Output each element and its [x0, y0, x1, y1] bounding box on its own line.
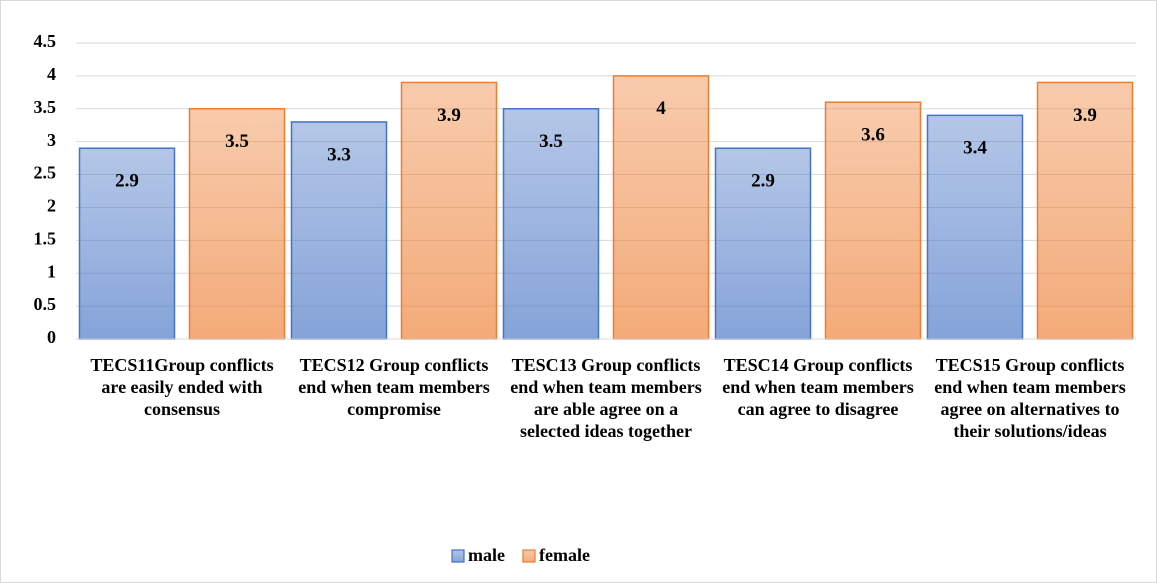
y-tick-label: 1 [47, 261, 56, 281]
bar [1036, 81, 1134, 340]
value-label: 3.6 [861, 125, 885, 146]
value-label: 2.9 [751, 171, 775, 192]
bar [400, 81, 498, 340]
bar [78, 147, 176, 340]
y-tick-label: 2 [47, 196, 56, 216]
value-label: 4 [656, 98, 666, 119]
y-tick-label: 1.5 [34, 228, 57, 248]
value-label: 3.5 [225, 131, 249, 152]
bar [612, 75, 710, 340]
bar [926, 114, 1024, 340]
y-tick-label: 2.5 [34, 163, 57, 183]
legend-label: female [539, 545, 590, 565]
legend-label: male [468, 545, 505, 565]
bar [290, 121, 388, 340]
y-tick-label: 4 [47, 64, 56, 84]
value-label: 3.5 [539, 131, 563, 152]
value-label: 3.3 [327, 144, 351, 165]
y-tick-label: 3 [47, 130, 56, 150]
legend-swatch [522, 549, 536, 563]
x-tick-label: TESC13 Group conflicts end when team mem… [510, 355, 702, 441]
x-tick-label: TECS11Group conflicts are easily ended w… [90, 355, 274, 419]
bar [502, 108, 600, 340]
bar [824, 101, 922, 340]
value-label: 2.9 [115, 171, 139, 192]
bar [714, 147, 812, 340]
x-tick-label: TECS12 Group conflicts end when team mem… [298, 355, 490, 419]
legend-swatch [451, 549, 465, 563]
value-label: 3.9 [437, 105, 461, 126]
y-tick-label: 3.5 [34, 97, 57, 117]
y-tick-label: 0 [47, 327, 56, 347]
value-label: 3.9 [1073, 105, 1097, 126]
x-tick-label: TECS15 Group conflicts end when team mem… [934, 355, 1126, 441]
y-tick-label: 0.5 [34, 294, 57, 314]
value-label: 3.4 [963, 138, 987, 159]
x-tick-label: TESC14 Group conflicts end when team mem… [722, 355, 914, 419]
y-tick-label: 4.5 [34, 31, 57, 51]
